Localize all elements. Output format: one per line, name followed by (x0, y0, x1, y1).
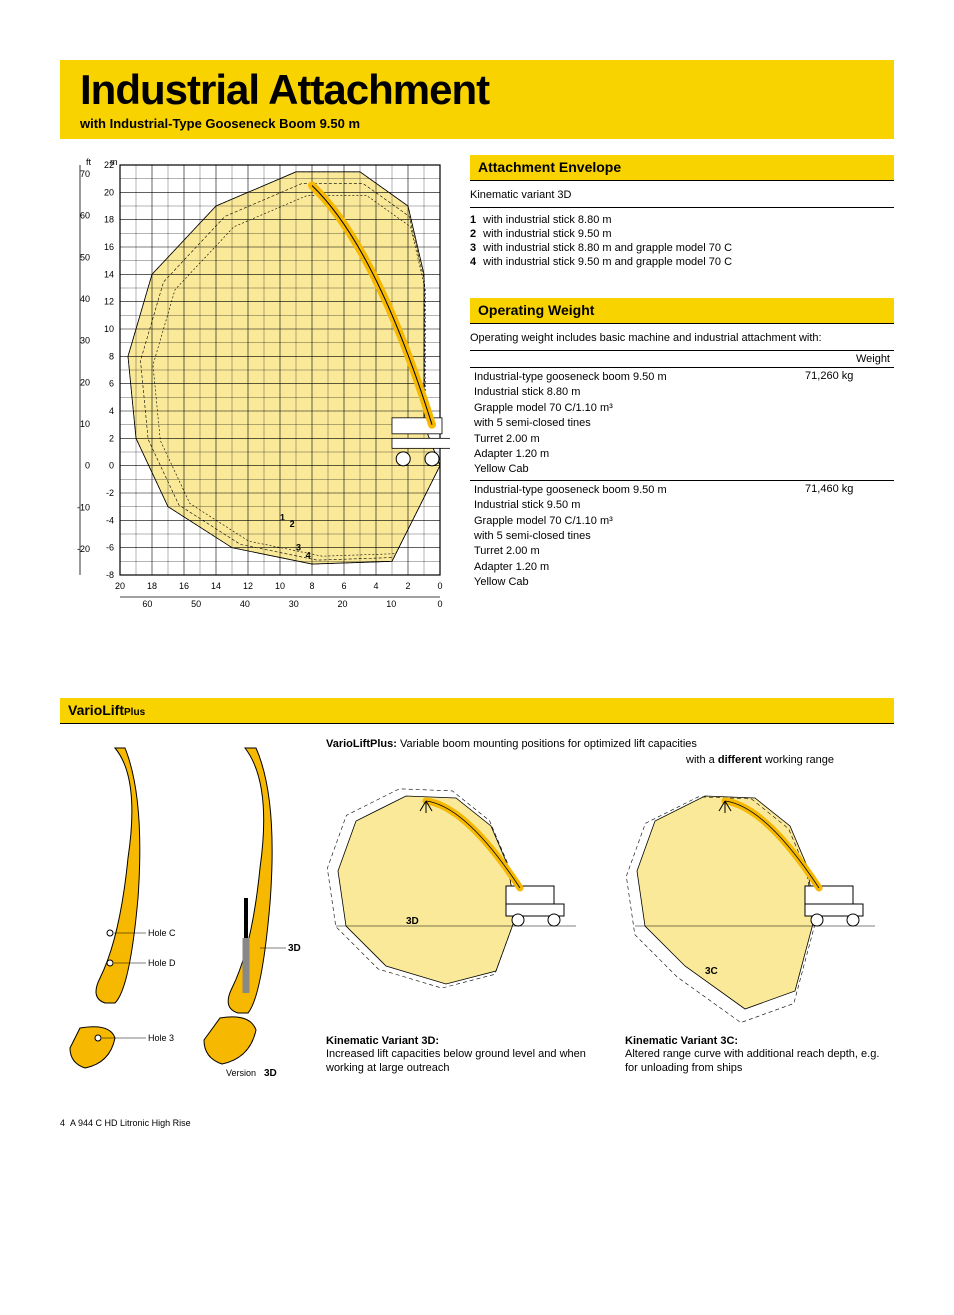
operating-intro: Operating weight includes basic machine … (470, 332, 894, 344)
svg-text:0: 0 (437, 581, 442, 591)
envelope-3c-diagram: 3C (625, 776, 885, 1026)
svg-text:8: 8 (109, 351, 114, 361)
variant-row: 3D Kinematic Variant 3D: Increased lift … (326, 776, 894, 1076)
table-row: Industrial-type gooseneck boom 9.50 mInd… (470, 480, 894, 592)
svg-text:-2: -2 (106, 488, 114, 498)
svg-text:18: 18 (104, 215, 114, 225)
svg-text:50: 50 (80, 252, 90, 262)
page-footer: 4 A 944 C HD Litronic High Rise (60, 1118, 894, 1128)
svg-text:3D: 3D (288, 943, 301, 954)
svg-text:8: 8 (309, 581, 314, 591)
svg-text:30: 30 (289, 599, 299, 609)
svg-text:0: 0 (437, 599, 442, 609)
svg-text:20: 20 (337, 599, 347, 609)
svg-text:-4: -4 (106, 515, 114, 525)
svg-text:12: 12 (243, 581, 253, 591)
svg-text:-10: -10 (77, 502, 90, 512)
svg-text:10: 10 (104, 324, 114, 334)
svg-text:70: 70 (80, 169, 90, 179)
svg-text:0: 0 (109, 461, 114, 471)
operating-heading: Operating Weight (470, 298, 894, 324)
variant-list: 1 with industrial stick 8.80 m 2 with ind… (470, 207, 894, 268)
svg-text:20: 20 (80, 377, 90, 387)
svg-text:14: 14 (104, 269, 114, 279)
envelope-chart: 2220181614121086420-2-4-6-87060504030201… (60, 155, 450, 635)
page-subtitle: with Industrial-Type Gooseneck Boom 9.50… (80, 116, 894, 131)
variant-3d-title: Kinematic Variant 3D: (326, 1035, 595, 1047)
svg-text:10: 10 (80, 419, 90, 429)
envelope-heading: Attachment Envelope (470, 155, 894, 181)
boom-holes-diagram: Hole C Hole D Hole 3 (60, 738, 180, 1078)
svg-text:2: 2 (109, 433, 114, 443)
svg-text:-8: -8 (106, 570, 114, 580)
variolift-head-plus: Plus (124, 707, 145, 718)
svg-text:4: 4 (109, 406, 114, 416)
variolift-right: VarioLiftPlus: Variable boom mounting po… (326, 738, 894, 1078)
right-col: Attachment Envelope Kinematic variant 3D… (470, 155, 894, 638)
svg-text:Version: Version (226, 1068, 256, 1078)
svg-text:1: 1 (280, 512, 285, 522)
footer-model: A 944 C HD Litronic High Rise (70, 1118, 191, 1128)
weight-table: Weight Industrial-type gooseneck boom 9.… (470, 350, 894, 592)
svg-text:10: 10 (275, 581, 285, 591)
variolift-intro: VarioLiftPlus: Variable boom mounting po… (326, 738, 894, 750)
main-two-col: 2220181614121086420-2-4-6-87060504030201… (60, 155, 894, 638)
variant-3c-title: Kinematic Variant 3C: (625, 1035, 894, 1047)
svg-text:6: 6 (341, 581, 346, 591)
variant-3d: 3D Kinematic Variant 3D: Increased lift … (326, 776, 595, 1076)
svg-text:Hole C: Hole C (148, 928, 176, 938)
envelope-intro: Kinematic variant 3D (470, 189, 894, 201)
svg-text:3D: 3D (406, 916, 419, 927)
variant-item: 3 with industrial stick 8.80 m and grapp… (470, 242, 894, 254)
svg-text:20: 20 (104, 187, 114, 197)
variant-3c-desc: Altered range curve with additional reac… (625, 1047, 894, 1076)
svg-text:-6: -6 (106, 543, 114, 553)
svg-text:6: 6 (109, 379, 114, 389)
variolift-heading: VarioLiftPlus (60, 698, 894, 724)
envelope-chart-col: 2220181614121086420-2-4-6-87060504030201… (60, 155, 450, 638)
svg-text:0: 0 (85, 461, 90, 471)
svg-text:18: 18 (147, 581, 157, 591)
svg-text:16: 16 (179, 581, 189, 591)
variant-item: 4 with industrial stick 9.50 m and grapp… (470, 256, 894, 268)
svg-text:3: 3 (296, 542, 301, 552)
variolift-left: Hole C Hole D Hole 3 3D Version 3D (60, 738, 310, 1078)
table-row: Industrial-type gooseneck boom 9.50 mInd… (470, 368, 894, 481)
page-title: Industrial Attachment (80, 66, 894, 114)
envelope-3d-diagram: 3D (326, 776, 586, 1026)
variant-3c: 3C Kinematic Variant 3C: Altered range c… (625, 776, 894, 1076)
svg-text:m: m (110, 157, 118, 167)
svg-text:14: 14 (211, 581, 221, 591)
weight-col-head: Weight (801, 351, 894, 368)
svg-text:40: 40 (240, 599, 250, 609)
svg-text:16: 16 (104, 242, 114, 252)
svg-text:30: 30 (80, 336, 90, 346)
svg-text:10: 10 (386, 599, 396, 609)
svg-text:Hole D: Hole D (148, 958, 176, 968)
variant-3d-desc: Increased lift capacities below ground l… (326, 1047, 595, 1076)
svg-text:ft: ft (86, 157, 92, 167)
svg-text:40: 40 (80, 294, 90, 304)
variolift-head-main: VarioLift (68, 702, 124, 718)
svg-text:4: 4 (373, 581, 378, 591)
svg-text:3D: 3D (264, 1068, 277, 1078)
svg-text:60: 60 (80, 211, 90, 221)
svg-text:-20: -20 (77, 544, 90, 554)
svg-text:4: 4 (306, 551, 311, 561)
title-block: Industrial Attachment with Industrial-Ty… (60, 60, 894, 139)
boom-3d-diagram: 3D Version 3D (190, 738, 310, 1078)
svg-text:20: 20 (115, 581, 125, 591)
svg-text:50: 50 (191, 599, 201, 609)
variant-item: 2 with industrial stick 9.50 m (470, 228, 894, 240)
svg-text:2: 2 (290, 519, 295, 529)
variant-item: 1 with industrial stick 8.80 m (470, 214, 894, 226)
variolift-body: Hole C Hole D Hole 3 3D Version 3D VarioLif… (60, 738, 894, 1078)
svg-text:3C: 3C (705, 966, 718, 977)
svg-text:Hole 3: Hole 3 (148, 1033, 174, 1043)
svg-text:60: 60 (142, 599, 152, 609)
variolift-sub: with a different working range (326, 754, 894, 766)
page-number: 4 (60, 1118, 65, 1128)
svg-text:2: 2 (405, 581, 410, 591)
svg-text:12: 12 (104, 297, 114, 307)
